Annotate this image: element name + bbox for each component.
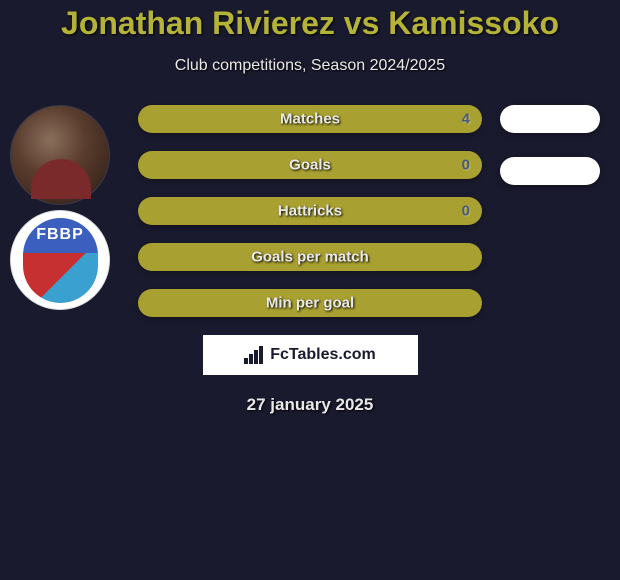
stat-label: Goals per match: [251, 249, 369, 266]
club-badge: [23, 218, 98, 303]
stat-label: Matches: [280, 111, 340, 128]
stat-row-hattricks: Hattricks 0: [138, 197, 482, 225]
stat-label: Min per goal: [266, 295, 354, 312]
footer-date: 27 january 2025: [0, 395, 620, 415]
badge-bottom: [23, 253, 98, 303]
main-content: Matches 4 Goals 0 Hattricks 0 Goals per …: [0, 105, 620, 317]
player-avatar-2: [10, 210, 110, 310]
page-title: Jonathan Rivierez vs Kamissoko: [0, 5, 620, 42]
infographic-container: Jonathan Rivierez vs Kamissoko Club comp…: [0, 0, 620, 415]
stat-value: 0: [462, 157, 470, 174]
stat-row-goals: Goals 0: [138, 151, 482, 179]
stat-value: 0: [462, 203, 470, 220]
right-pills: [500, 105, 600, 203]
stat-row-mpg: Min per goal: [138, 289, 482, 317]
player-avatar-1: [10, 105, 110, 205]
stat-row-gpm: Goals per match: [138, 243, 482, 271]
chart-icon: [244, 346, 264, 364]
comparison-pill-2: [500, 157, 600, 185]
page-subtitle: Club competitions, Season 2024/2025: [0, 57, 620, 75]
logo-text: FcTables.com: [270, 346, 376, 364]
comparison-pill-1: [500, 105, 600, 133]
stat-value: 4: [462, 111, 470, 128]
stat-label: Goals: [289, 157, 331, 174]
footer-logo: FcTables.com: [203, 335, 418, 375]
stat-row-matches: Matches 4: [138, 105, 482, 133]
stats-area: Matches 4 Goals 0 Hattricks 0 Goals per …: [138, 105, 482, 317]
stat-label: Hattricks: [278, 203, 342, 220]
